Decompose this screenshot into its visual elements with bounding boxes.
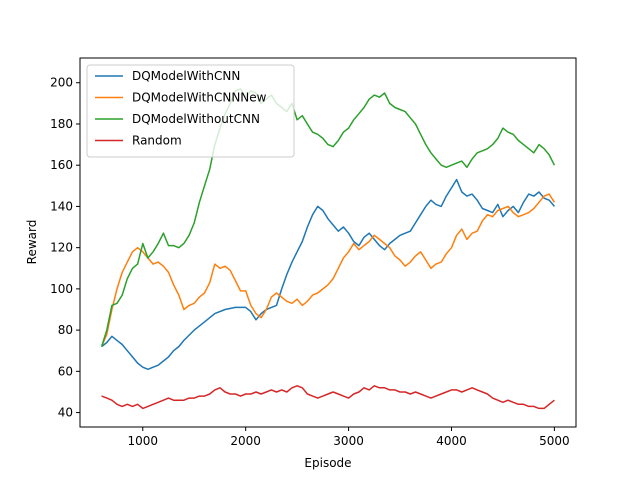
y-tick-label-7: 180 <box>50 117 73 131</box>
y-tick-label-8: 200 <box>50 76 73 90</box>
legend-label-2: DQModelWithoutCNN <box>132 112 260 126</box>
y-tick-label-4: 120 <box>50 241 73 255</box>
series-line-0 <box>101 178 555 371</box>
legend: DQModelWithCNN DQModelWithCNNNew DQModelWi… <box>86 64 295 158</box>
y-tick-label-6: 160 <box>50 158 73 172</box>
legend-label-3: Random <box>132 134 182 148</box>
x-tick-label-2: 3000 <box>333 434 364 448</box>
series-line-1 <box>100 193 556 347</box>
x-axis-ticks: 1000 2000 3000 4000 5000 <box>127 427 570 448</box>
y-axis-label: Reward <box>25 220 39 265</box>
plot-lines <box>100 88 556 410</box>
x-tick-label-0: 1000 <box>127 434 158 448</box>
y-tick-label-2: 80 <box>58 323 73 337</box>
series-line-3 <box>101 385 555 410</box>
y-tick-label-5: 140 <box>50 199 73 213</box>
plot-frame <box>79 57 577 428</box>
x-tick-label-3: 4000 <box>436 434 467 448</box>
y-tick-label-0: 40 <box>58 406 73 420</box>
series-line-2 <box>100 88 556 347</box>
x-tick-label-1: 2000 <box>230 434 261 448</box>
legend-box <box>86 64 295 158</box>
y-tick-label-3: 100 <box>50 282 73 296</box>
legend-label-0: DQModelWithCNN <box>132 69 240 83</box>
legend-label-1: DQModelWithCNNNew <box>132 91 267 105</box>
y-axis-ticks: 40 60 80 100 120 140 160 180 200 <box>50 76 80 420</box>
x-tick-label-4: 5000 <box>539 434 570 448</box>
x-axis-label: Episode <box>304 456 351 470</box>
y-tick-label-1: 60 <box>58 364 73 378</box>
